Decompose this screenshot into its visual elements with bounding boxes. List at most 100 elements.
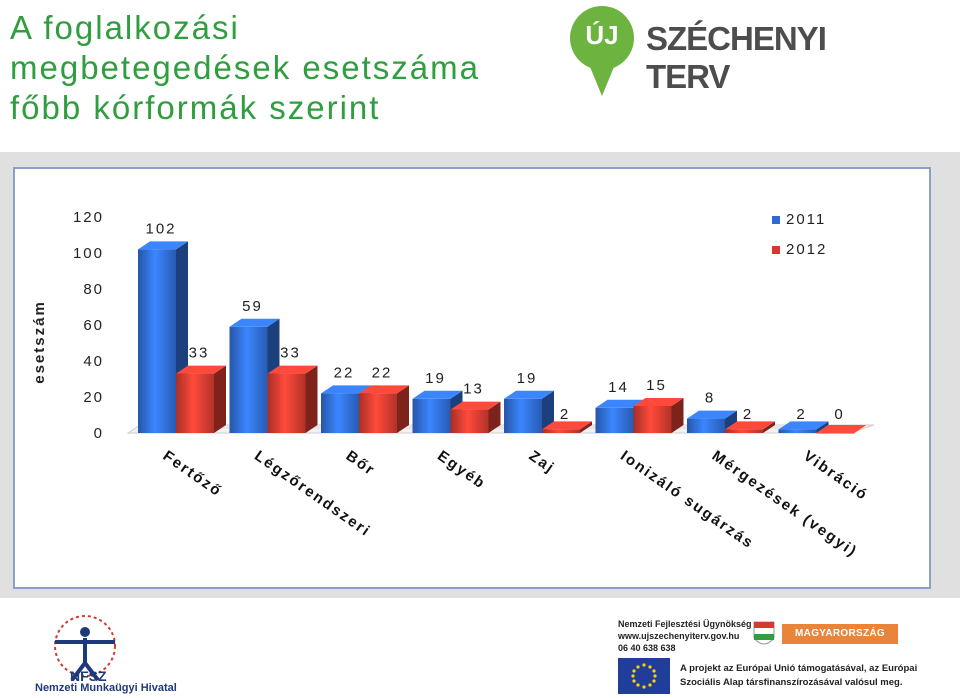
bar-top — [633, 398, 684, 406]
bar-side — [671, 398, 684, 433]
legend-swatch-2011 — [772, 216, 780, 224]
nfsz-acronym: NFSZ — [70, 668, 107, 684]
bar-front — [359, 393, 397, 433]
legend-label-2012: 2012 — [786, 241, 827, 258]
eu-flag-icon — [618, 658, 670, 694]
data-label: 2 — [796, 406, 806, 423]
data-label: 33 — [280, 345, 301, 362]
bar-2012-3 — [450, 401, 501, 433]
bar-top — [725, 421, 775, 430]
hungary-renews-badge: MAGYARORSZÁG MEGÚJUL — [782, 624, 898, 659]
bar-2012-0 — [176, 365, 226, 433]
bar-2012-7 — [816, 425, 867, 434]
y-tick-label: 120 — [73, 209, 104, 226]
title-line-3: főbb kórformák szerint — [10, 89, 381, 126]
title-line-2: megbetegedések esetszáma — [10, 49, 480, 86]
szechenyi-terv-logo: ÚJ SZÉCHENYI TERV — [566, 6, 906, 106]
bar-front — [321, 393, 359, 433]
bar-front — [725, 429, 763, 433]
bar-side — [580, 421, 592, 433]
bar-2012-6 — [725, 421, 775, 433]
bar-2011-3 — [412, 390, 463, 433]
bar-side — [214, 365, 226, 433]
bar-top — [412, 390, 463, 399]
data-label: 2 — [743, 406, 753, 423]
nfu-info: Nemzeti Fejlesztési Ügynökség www.ujszec… — [618, 618, 752, 654]
bar-side — [397, 385, 409, 433]
data-label: 22 — [372, 364, 393, 381]
bar-top — [321, 385, 371, 394]
bar-top — [138, 241, 188, 250]
legend-swatch-2012 — [772, 246, 780, 254]
bar-top — [176, 365, 226, 374]
bar-2011-4 — [504, 390, 554, 433]
data-label: 19 — [517, 370, 538, 387]
bar-top — [267, 365, 318, 374]
logo-pin-icon — [570, 6, 634, 70]
bar-top — [229, 318, 280, 327]
bar-top — [504, 390, 554, 399]
y-tick-label: 80 — [83, 281, 104, 298]
bar-side — [816, 421, 829, 433]
bar-top — [450, 401, 501, 410]
bar-top — [359, 385, 409, 394]
bar-front — [542, 429, 580, 433]
data-label: 22 — [334, 364, 355, 381]
eu-line-2: Szociális Alap társfinanszírozásával val… — [680, 677, 903, 688]
bar-side — [488, 401, 501, 433]
hungarian-flag-icon — [753, 621, 775, 645]
y-axis-label: esetszám — [31, 300, 48, 384]
bar-side — [763, 421, 775, 433]
y-tick-label: 0 — [94, 425, 104, 442]
y-tick-label: 40 — [83, 353, 104, 370]
data-label: 15 — [646, 377, 667, 394]
nfsz-logo-icon — [54, 615, 116, 682]
bar-front — [138, 249, 176, 433]
bar-front — [816, 433, 855, 434]
data-label: 2 — [560, 406, 570, 423]
data-label: 0 — [834, 406, 844, 423]
data-label: 8 — [705, 390, 715, 407]
y-tick-label: 100 — [73, 245, 104, 262]
bar-top — [595, 399, 646, 408]
bar-side — [542, 390, 554, 433]
bar-top — [778, 421, 829, 430]
data-label: 102 — [145, 220, 176, 237]
page-title: A foglalkozási megbetegedések esetszáma … — [10, 8, 480, 128]
legend-label-2011: 2011 — [786, 211, 826, 228]
bar-front — [595, 407, 634, 433]
data-label: 59 — [242, 298, 263, 315]
bar-front — [267, 373, 306, 433]
bar-front — [229, 326, 268, 433]
bar-front — [633, 406, 672, 433]
bar-side — [305, 365, 318, 433]
nfu-line-2: www.ujszechenyiterv.gov.hu — [618, 631, 740, 641]
data-label: 19 — [425, 370, 446, 387]
bar-front — [176, 373, 214, 433]
logo-badge: ÚJ — [585, 20, 619, 50]
bar-front — [504, 398, 542, 433]
y-tick-label: 60 — [83, 317, 104, 334]
data-label: 13 — [463, 381, 484, 398]
bar-2012-1 — [267, 365, 318, 433]
bar-front — [450, 409, 489, 433]
nfsz-name: Nemzeti Munkaügyi Hivatal — [35, 682, 177, 694]
bar-2012-2 — [359, 385, 409, 433]
bar-front — [687, 418, 725, 433]
bar-2012-4 — [542, 421, 592, 433]
data-label: 14 — [608, 379, 629, 396]
bar-top — [816, 425, 867, 433]
data-label: 33 — [189, 345, 210, 362]
title-line-1: A foglalkozási — [10, 9, 240, 46]
logo-text: SZÉCHENYI TERV — [646, 20, 827, 95]
bar-2011-7 — [778, 421, 829, 433]
bar-front — [778, 429, 817, 433]
eu-line-1: A projekt az Európai Unió támogatásával,… — [680, 663, 918, 674]
bar-front — [412, 398, 451, 433]
bar-2012-5 — [633, 398, 684, 433]
y-tick-label: 20 — [83, 389, 104, 406]
footer — [0, 598, 960, 698]
nfu-line-1: Nemzeti Fejlesztési Ügynökség — [618, 619, 752, 629]
eu-support-text: A projekt az Európai Unió támogatásával,… — [680, 662, 917, 690]
